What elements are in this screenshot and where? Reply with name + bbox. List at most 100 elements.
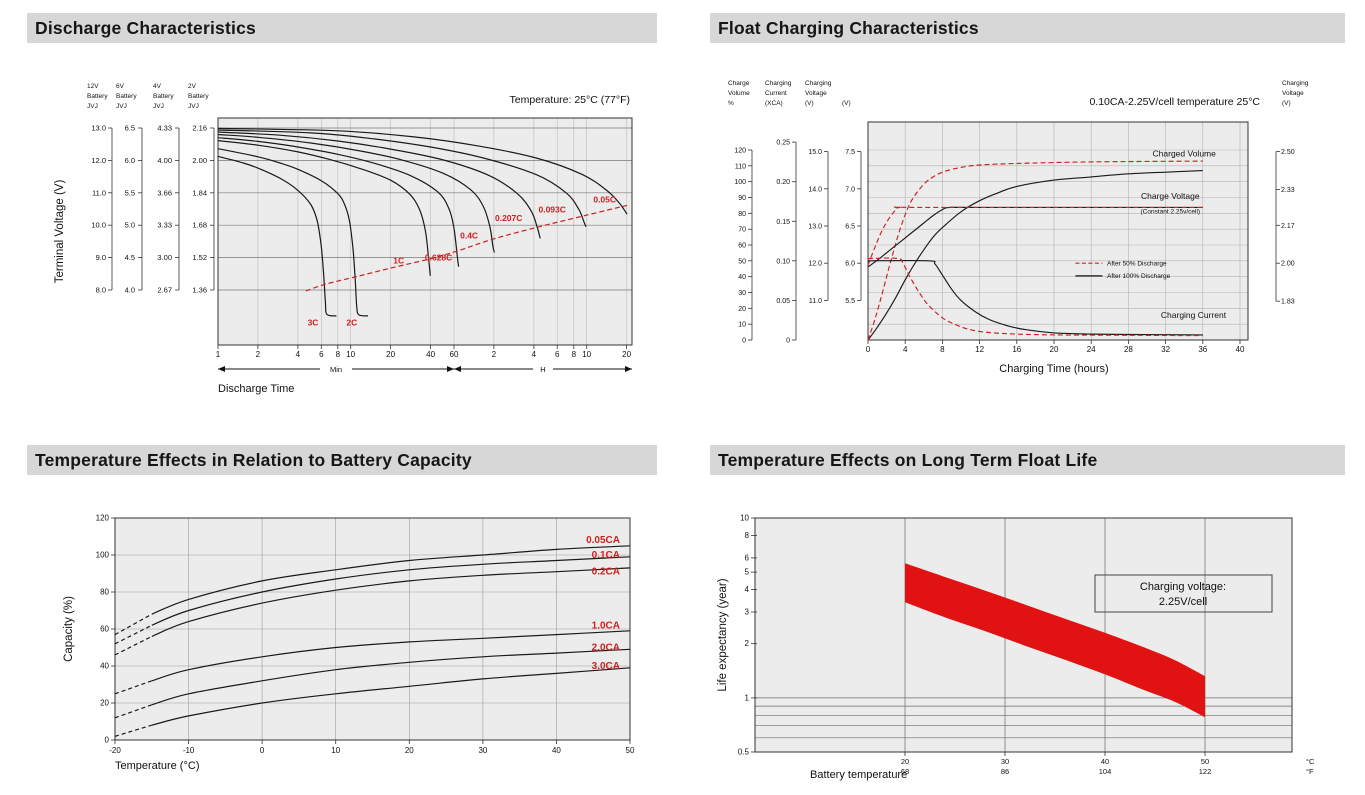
scale-value: 1.52	[192, 253, 207, 262]
scale-value: 0	[742, 338, 746, 345]
scale-value: 110	[735, 163, 746, 170]
curve-label: 2.0CA	[592, 643, 620, 654]
curve-label: 3.0CA	[592, 661, 620, 672]
annotation-line: Charging voltage:	[1140, 581, 1226, 593]
x-tick-label: 20	[1050, 345, 1059, 354]
scale-value: 2.16	[192, 124, 207, 133]
x-tick-label: 1	[216, 350, 221, 359]
arrowhead	[454, 366, 461, 372]
discharge-curve-3C	[217, 155, 337, 317]
y-tick-label: 2	[745, 639, 750, 648]
axis-header: 6V	[116, 83, 125, 90]
y-tick-label: 10	[740, 514, 749, 523]
scale-value: 90	[738, 195, 746, 202]
x-tick-label: 60	[450, 350, 459, 359]
scale-value: 50	[738, 258, 746, 265]
celsius-unit-label: °C	[1306, 757, 1315, 766]
curve-label: 0.1CA	[592, 550, 620, 561]
scale-value: 10.0	[91, 221, 106, 230]
arrowhead	[625, 366, 632, 372]
scale-value: 5.5	[845, 298, 855, 305]
temp-capacity-chart: 0 20 40 60 80 100 120 -20 -10 0 10 20 30 40 50 Capacity…	[63, 514, 635, 773]
scale-value: 30	[738, 290, 746, 297]
curve-3.0CA	[151, 667, 631, 726]
x-tick-label: 4	[296, 350, 301, 359]
discharge-curve-0.093C	[217, 129, 587, 228]
axis-header: JVJ	[153, 103, 164, 110]
curve-0.1CA	[151, 556, 631, 626]
axis-header: Voltage	[805, 90, 827, 97]
float-charging-chart: ChargeVolume%010203040506070809010011012…	[728, 80, 1309, 375]
y-tick-label: 80	[100, 588, 109, 597]
axis-header: Volume	[728, 90, 750, 97]
plot-border	[217, 117, 633, 346]
scale-value: 5.0	[125, 221, 135, 230]
scale-value: 5.5	[125, 188, 135, 197]
discharge-curve-0.207C	[217, 131, 541, 239]
life-band	[905, 563, 1205, 718]
y-tick-label: 6	[745, 553, 750, 562]
annotation-line: 2.25V/cell	[1159, 596, 1207, 608]
scale-value: 0	[786, 338, 790, 345]
x-tick-label: 40	[552, 746, 561, 755]
chart-annotation: 0.10CA-2.25V/cell temperature 25°C	[1089, 96, 1260, 108]
scale-value: 6.5	[125, 124, 135, 133]
x-tick-label-c: 30	[1001, 757, 1009, 766]
scale-value: 0.25	[776, 140, 790, 147]
x-tick-label: 28	[1124, 345, 1133, 354]
curve-label: 0.207C	[495, 213, 522, 223]
x-tick-label: 10	[582, 350, 591, 359]
x-tick-label: 2	[492, 350, 497, 359]
scale-value: 2.33	[1281, 187, 1295, 194]
curve-label: 2C	[346, 317, 357, 327]
x-tick-label-f: 86	[1001, 767, 1009, 776]
y-tick-label: 100	[96, 551, 110, 560]
scale-value: 6.0	[125, 156, 135, 165]
x-tick-label: 40	[1236, 345, 1245, 354]
curve-label: 0.628C	[425, 253, 452, 263]
arrowhead	[447, 366, 454, 372]
curve-label: Charge Voltage	[1141, 191, 1200, 201]
curve	[867, 170, 1203, 341]
section-header-float-charging: Float Charging Characteristics	[710, 13, 1345, 43]
discharge-curve-2C	[217, 148, 369, 317]
x-tick-label: -10	[183, 746, 195, 755]
scale-value: 1.68	[192, 221, 207, 230]
x-axis-title: Temperature (°C)	[115, 760, 199, 772]
axis-header: Current	[765, 90, 787, 97]
x-tick-label: 2	[256, 350, 261, 359]
scale-value: 4.00	[157, 156, 172, 165]
plot-border	[754, 517, 1293, 753]
y-axis-title: Capacity (%)	[63, 596, 75, 662]
scale-value: 11.0	[92, 188, 106, 197]
x-tick-label: 6	[555, 350, 560, 359]
axis-header: Battery	[188, 93, 209, 100]
section-header-discharge: Discharge Characteristics	[27, 13, 657, 43]
scale-value: 12.0	[808, 261, 822, 268]
axis-header: 12V	[87, 83, 99, 90]
x-tick-label-f: 104	[1099, 767, 1112, 776]
y-axis-title: Terminal Voltage (V)	[54, 180, 66, 284]
y-tick-label: 120	[96, 514, 110, 523]
scale-value: 2.67	[157, 286, 172, 295]
x-tick-label: 8	[940, 345, 945, 354]
y-axis-title: Life expectancy (year)	[717, 578, 729, 691]
scale-value: 2.00	[1281, 261, 1295, 268]
discharge-curve-0.4C	[217, 133, 495, 253]
scale-value: 1.36	[192, 286, 207, 295]
x-tick-label-c: 50	[1201, 757, 1209, 766]
x-tick-label: 20	[386, 350, 395, 359]
axis-header: (XCA)	[765, 100, 783, 107]
x-axis-title: Battery temperature	[810, 769, 907, 781]
axis-header: Battery	[116, 93, 137, 100]
discharge-characteristics-chart: 12VBatteryJVJ13.012.011.010.09.08.06VBat…	[54, 83, 633, 395]
scale-value: 9.0	[96, 253, 106, 262]
scale-value: 2.00	[192, 156, 207, 165]
scale-value: 0.05	[776, 298, 790, 305]
panel-float-life: Temperature Effects on Long Term Float L…	[710, 445, 1345, 789]
x-tick-label: 4	[532, 350, 537, 359]
curve-label: 0.05C	[593, 195, 616, 205]
scale-value: 0.20	[776, 179, 790, 186]
y-tick-label: 8	[745, 531, 750, 540]
x-unit-label: H	[540, 365, 545, 374]
